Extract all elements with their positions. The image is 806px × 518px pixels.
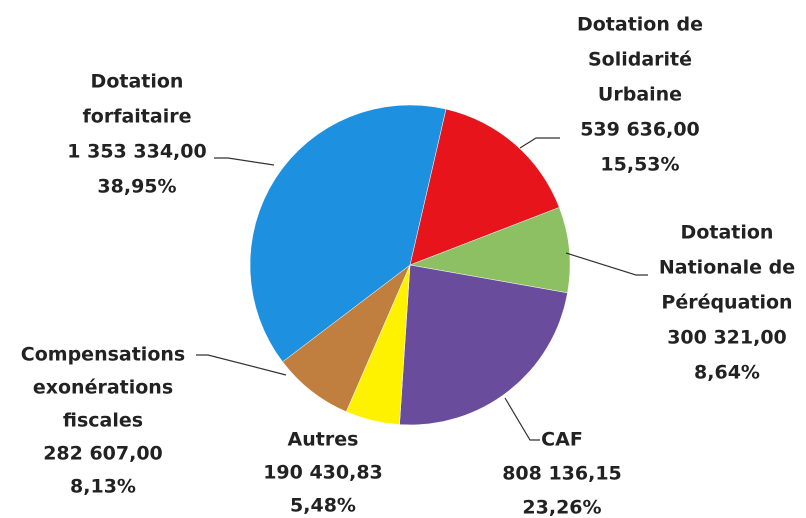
percent-label: 23,26% [522, 497, 601, 518]
leader-line [504, 397, 540, 441]
slice-label: exonérations [33, 377, 173, 399]
percent-label: 5,48% [290, 495, 356, 517]
slice-label: Solidarité [588, 49, 692, 71]
pie-slice [249, 104, 447, 363]
leader-line [519, 137, 560, 149]
value-label: 1 353 334,00 [67, 141, 206, 163]
slice-label: Dotation de [577, 14, 703, 36]
slice-label: fiscales [63, 410, 143, 432]
percent-label: 8,64% [694, 362, 760, 384]
slice-label: Dotation [681, 222, 774, 244]
slice-label: CAF [541, 429, 583, 451]
slice-label: Nationale de [659, 257, 795, 279]
slice-label: Autres [288, 429, 359, 451]
pie-slice [409, 207, 571, 294]
value-label: 808 136,15 [502, 463, 622, 485]
value-label: 539 636,00 [580, 119, 700, 141]
percent-label: 38,95% [97, 176, 176, 198]
slice-label: forfaitaire [83, 106, 192, 128]
slice-label: Dotation [91, 71, 184, 93]
leader-line [565, 252, 648, 276]
slice-label: Compensations [21, 344, 185, 366]
leader-line [214, 157, 275, 166]
pie-slice [409, 108, 560, 266]
percent-label: 8,13% [70, 476, 136, 498]
pie-slice [399, 264, 568, 426]
percent-label: 15,53% [600, 154, 679, 176]
value-label: 282 607,00 [43, 443, 163, 465]
value-label: 300 321,00 [667, 327, 787, 349]
slice-label: Urbaine [598, 84, 682, 106]
leader-line [196, 354, 287, 376]
slice-label: Péréquation [661, 292, 792, 314]
value-label: 190 430,83 [263, 462, 383, 484]
